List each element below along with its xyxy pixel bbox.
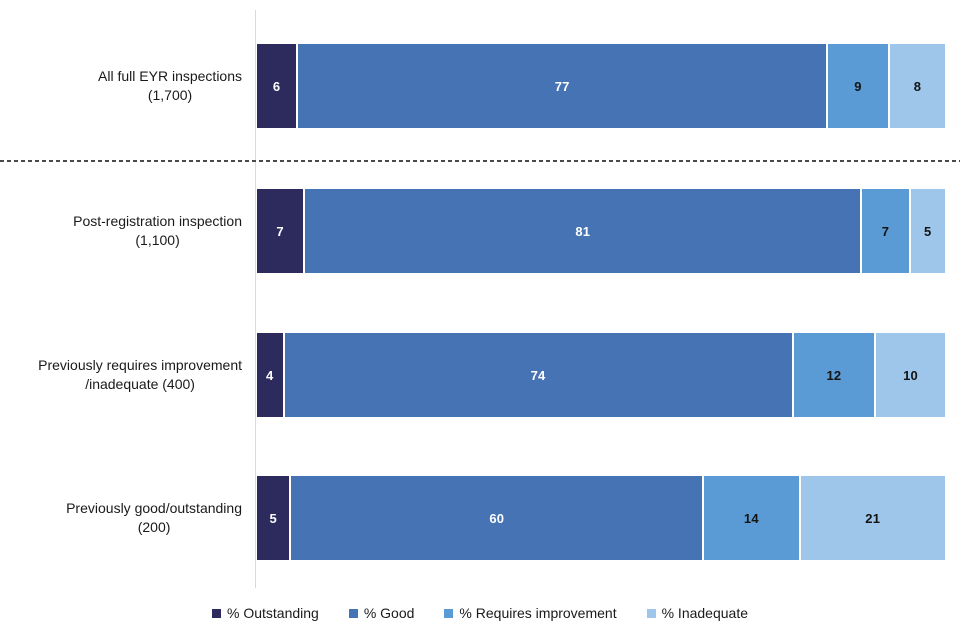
segment-value-label: 81 — [575, 223, 591, 239]
category-label-line: Previously good/outstanding — [66, 500, 242, 516]
bar-segment-outstanding: 4 — [257, 333, 285, 417]
bar-segment-good: 81 — [305, 189, 863, 273]
category-label: Previously good/outstanding (200) — [0, 476, 250, 560]
bar-segment-requires-improvement: 9 — [828, 44, 890, 128]
legend-swatch-icon — [646, 608, 656, 618]
chart-row: Previously good/outstanding (200) 5 60 14 21 — [0, 476, 960, 560]
bar-segment-inadequate: 8 — [889, 44, 945, 128]
category-axis-line — [255, 10, 256, 588]
segment-value-label: 4 — [266, 367, 274, 383]
segment-value-label: 5 — [924, 223, 932, 239]
bar-segment-inadequate: 10 — [876, 333, 945, 417]
segment-value-label: 74 — [530, 367, 546, 383]
segment-value-label: 77 — [554, 78, 570, 94]
stacked-bar: 6 77 9 8 — [257, 44, 945, 128]
chart-row: All full EYR inspections (1,700) 6 77 9 8 — [0, 44, 960, 128]
category-label-line: (1,100) — [135, 232, 180, 248]
segment-value-label: 60 — [489, 510, 505, 526]
bar-segment-good: 77 — [298, 44, 829, 128]
legend-label: % Outstanding — [226, 605, 319, 621]
stacked-bar: 7 81 7 5 — [257, 189, 945, 273]
segment-value-label: 8 — [913, 78, 922, 94]
segment-value-label: 9 — [854, 78, 862, 94]
category-label-text: All full EYR inspections (1,700) — [98, 67, 242, 105]
chart-row: Post-registration inspection (1,100) 7 81 7 5 — [0, 189, 960, 273]
legend-swatch-icon — [348, 608, 358, 618]
bar-segment-inadequate: 5 — [910, 189, 945, 273]
legend-item-inadequate: % Inadequate — [646, 605, 748, 621]
bar-segment-requires-improvement: 14 — [704, 476, 801, 560]
category-label-text: Post-registration inspection (1,100) — [73, 212, 242, 250]
category-label: Previously requires improvement/inadequa… — [0, 333, 250, 417]
legend-item-requires-improvement: % Requires improvement — [444, 605, 617, 621]
legend-item-outstanding: % Outstanding — [211, 605, 319, 621]
bar-segment-good: 74 — [284, 333, 794, 417]
chart-legend: % Outstanding % Good % Requires improvemen… — [0, 605, 960, 621]
category-label-line: Post-registration inspection — [73, 213, 242, 229]
segment-value-label: 10 — [903, 367, 918, 383]
legend-item-good: % Good — [348, 605, 415, 621]
stacked-bar: 5 60 14 21 — [257, 476, 945, 560]
bar-segment-inadequate: 21 — [800, 476, 945, 560]
dashed-separator-line — [0, 160, 960, 162]
category-label-line: /inadequate (400) — [85, 376, 195, 392]
legend-swatch-icon — [444, 608, 454, 618]
segment-value-label: 7 — [276, 223, 284, 239]
segment-value-label: 12 — [826, 367, 842, 383]
category-label-line: Previously requires improvement — [38, 357, 242, 373]
bar-segment-outstanding: 6 — [257, 44, 299, 128]
bar-segment-outstanding: 7 — [257, 189, 306, 273]
legend-label: % Good — [363, 605, 415, 621]
chart-row: Previously requires improvement/inadequa… — [0, 333, 960, 417]
segment-value-label: 5 — [269, 510, 277, 526]
category-label-line: All full EYR inspections — [98, 68, 242, 84]
segment-value-label: 21 — [865, 510, 881, 526]
legend-label: % Requires improvement — [459, 605, 617, 621]
bar-segment-good: 60 — [291, 476, 705, 560]
segment-value-label: 14 — [743, 510, 759, 526]
category-label: All full EYR inspections (1,700) — [0, 44, 250, 128]
category-label-line: (1,700) — [147, 87, 193, 103]
category-label: Post-registration inspection (1,100) — [0, 189, 250, 273]
category-label-text: Previously good/outstanding (200) — [66, 499, 242, 537]
category-label-line: (200) — [137, 519, 171, 535]
bar-segment-requires-improvement: 7 — [862, 189, 911, 273]
category-label-text: Previously requires improvement/inadequa… — [38, 356, 242, 394]
segment-value-label: 7 — [881, 223, 890, 239]
legend-label: % Inadequate — [661, 605, 748, 621]
legend-swatch-icon — [211, 608, 221, 618]
segment-value-label: 6 — [272, 78, 281, 94]
stacked-bar: 4 74 12 10 — [257, 333, 945, 417]
bar-segment-requires-improvement: 12 — [793, 333, 877, 417]
bar-segment-outstanding: 5 — [257, 476, 292, 560]
